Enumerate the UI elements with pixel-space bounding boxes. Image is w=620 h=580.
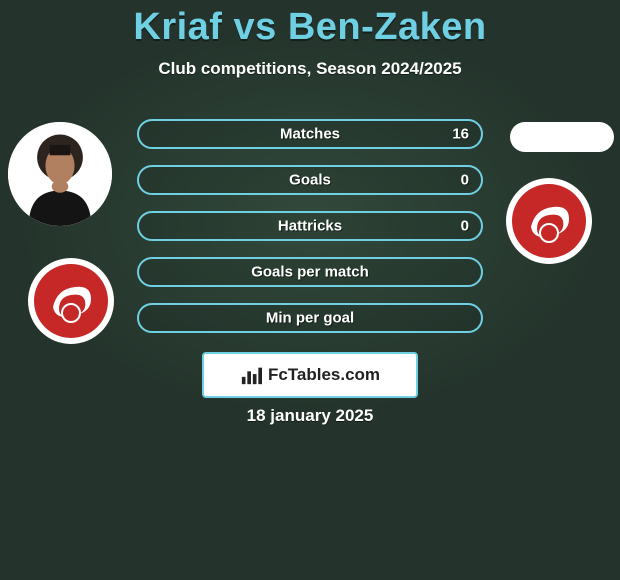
club-crest-icon <box>519 191 579 251</box>
stat-label: Goals <box>289 172 331 189</box>
person-silhouette-icon <box>8 122 112 226</box>
club-crest-icon <box>41 271 101 331</box>
page-title: Kriaf vs Ben-Zaken <box>0 0 620 49</box>
stat-row: Goals 0 <box>137 165 483 195</box>
stat-row: Hattricks 0 <box>137 211 483 241</box>
stat-label: Goals per match <box>251 264 369 281</box>
stats-column: Matches 16 Goals 0 Hattricks 0 Goals per match… <box>137 119 483 349</box>
right-club-badge <box>506 178 592 264</box>
right-player-avatar <box>510 122 614 152</box>
stat-label: Matches <box>280 126 340 143</box>
stat-value-right: 0 <box>461 172 469 189</box>
chart-bars-icon <box>240 364 262 386</box>
footer-brand-badge: FcTables.com <box>202 352 418 398</box>
date-line: 18 january 2025 <box>247 406 374 426</box>
stat-value-right: 0 <box>461 218 469 235</box>
stat-label: Min per goal <box>266 310 354 327</box>
stat-label: Hattricks <box>278 218 342 235</box>
stat-row: Matches 16 <box>137 119 483 149</box>
left-club-badge <box>28 258 114 344</box>
stat-value-right: 16 <box>452 126 469 143</box>
stat-row: Min per goal <box>137 303 483 333</box>
footer-brand-text: FcTables.com <box>268 365 380 385</box>
left-player-avatar <box>8 122 112 226</box>
stat-row: Goals per match <box>137 257 483 287</box>
subtitle: Club competitions, Season 2024/2025 <box>0 59 620 79</box>
